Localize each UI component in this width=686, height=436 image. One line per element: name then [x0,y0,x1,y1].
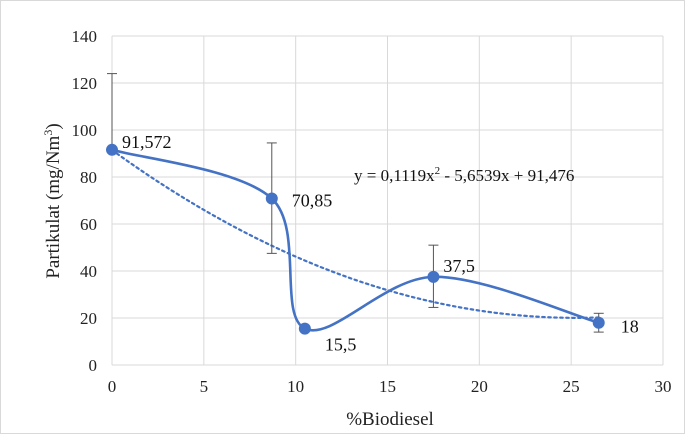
y-tick-label: 60 [80,215,97,234]
y-tick-label: 0 [89,356,98,375]
data-label: 18 [621,317,639,337]
y-axis-title-sup: 3 [41,130,55,136]
data-labels: 91,572 70,85 15,5 37,5 18 [122,132,639,355]
axes: 0 20 40 60 80 100 120 140 0 5 10 15 20 25 30 [72,27,672,396]
y-axis-title-close: ) [43,123,64,129]
trendline-equation: y = 0,1119x2 - 5,6539x + 91,476 [354,165,574,185]
y-tick-label: 140 [72,27,98,46]
x-tick-label: 5 [200,377,209,396]
x-tick-label: 0 [108,377,117,396]
data-point [592,316,605,329]
data-point [427,270,440,283]
x-tick-label: 15 [379,377,396,396]
data-series [106,143,605,335]
y-tick-label: 40 [80,262,97,281]
data-label: 70,85 [292,191,333,211]
data-label: 15,5 [325,335,357,355]
trendline [110,148,600,319]
data-point [265,192,278,205]
data-point [298,322,311,335]
data-label: 91,572 [122,132,172,152]
trendline-curve [110,148,600,319]
trendline-equation-sup: 2 [435,165,441,177]
x-axis-title: %Biodiesel [346,409,434,430]
x-tick-label: 25 [563,377,580,396]
y-axis-title-main: Partikulat (mg/Nm [43,135,64,278]
y-tick-label: 80 [80,168,97,187]
y-axis-title: Partikulat (mg/Nm3) [41,123,64,278]
x-tick-label: 30 [655,377,672,396]
x-tick-label: 10 [287,377,304,396]
y-tick-label: 100 [72,121,98,140]
x-tick-label: 20 [471,377,488,396]
error-bars [107,73,604,333]
trendline-equation-rest: - 5,6539x + 91,476 [440,166,574,185]
y-tick-label: 120 [72,74,98,93]
y-tick-label: 20 [80,309,97,328]
data-point [106,143,118,156]
data-label: 37,5 [443,256,475,276]
trendline-equation-main: y = 0,1119x [354,166,435,185]
